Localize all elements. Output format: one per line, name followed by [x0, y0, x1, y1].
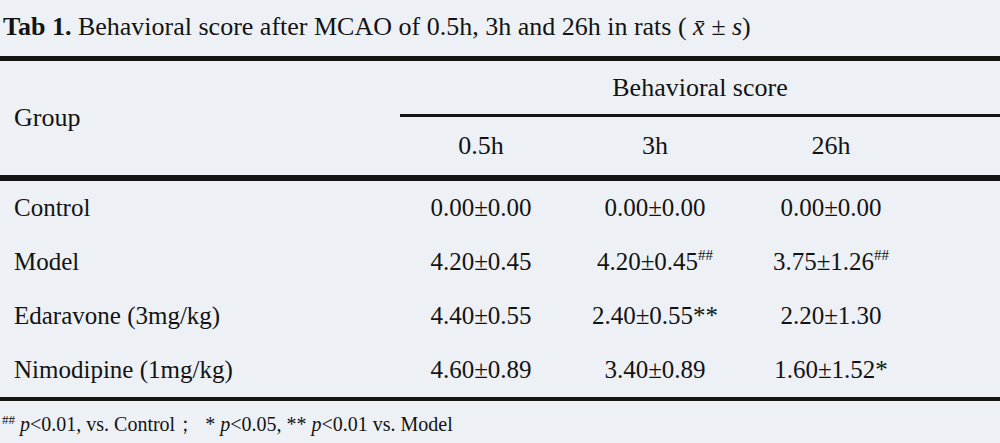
column-header-26h: 26h [748, 116, 914, 179]
cell-value: 2.20±1.30 [748, 289, 914, 343]
value-text: 3.75±1.26 [773, 248, 874, 275]
table-caption: Tab 1. Behavioral score after MCAO of 0.… [0, 0, 1000, 61]
column-header-0.5h: 0.5h [400, 116, 562, 179]
value-text: 3.40±0.89 [604, 356, 705, 383]
cell-value: 1.60±1.52* [748, 343, 914, 399]
footnote-segment: <0.01, vs. Control； * [30, 413, 220, 435]
table-row-control: Control 0.00±0.00 0.00±0.00 0.00±0.00 [0, 178, 1000, 235]
caption-close-paren: ) [742, 12, 751, 41]
value-text: 4.20±0.45 [597, 248, 698, 275]
significance-mark: ## [874, 247, 889, 263]
header-row-spanner: Group Behavioral score [0, 61, 1000, 116]
p-symbol: p [20, 413, 30, 435]
p-symbol: p [220, 413, 230, 435]
value-text: 2.20±1.30 [780, 302, 881, 329]
cell-value: 0.00±0.00 [400, 178, 562, 235]
column-spanner-behavioral-score: Behavioral score [400, 61, 1000, 116]
cell-value: 4.20±0.45 [400, 235, 562, 289]
cell-value: 4.40±0.55 [400, 289, 562, 343]
spacer-cell [914, 116, 1000, 179]
value-text: 0.00±0.00 [604, 194, 705, 221]
value-text: 0.00±0.00 [780, 194, 881, 221]
cell-value: 4.60±0.89 [400, 343, 562, 399]
table-row-nimodipine: Nimodipine (1mg/kg) 4.60±0.89 3.40±0.89 … [0, 343, 1000, 399]
significance-mark: ## [698, 247, 713, 263]
table-row-edaravone: Edaravone (3mg/kg) 4.40±0.55 2.40±0.55**… [0, 289, 1000, 343]
value-text: 4.20±0.45 [430, 248, 531, 275]
value-text: 1.60±1.52* [774, 356, 888, 383]
footnote-segment: <0.05, ** [230, 413, 311, 435]
caption-math-xbar-s: x̄ ± s [693, 12, 742, 41]
cell-value: 2.40±0.55** [562, 289, 748, 343]
data-table: Group Behavioral score 0.5h 3h 26h Contr… [0, 61, 1000, 401]
spacer-cell [914, 178, 1000, 235]
table-footnote: ##p<0.01, vs. Control； * p<0.05, ** p<0.… [0, 401, 1000, 438]
footnote-segment: <0.01 vs. Model [321, 413, 452, 435]
column-header-3h: 3h [562, 116, 748, 179]
table-row-model: Model 4.20±0.45 4.20±0.45## 3.75±1.26## [0, 235, 1000, 289]
row-label: Control [0, 178, 400, 235]
caption-label: Tab 1. [3, 12, 71, 41]
cell-value: 3.40±0.89 [562, 343, 748, 399]
caption-text: Behavioral score after MCAO of 0.5h, 3h … [71, 12, 693, 41]
cell-value: 4.20±0.45## [562, 235, 748, 289]
value-text: 4.60±0.89 [430, 356, 531, 383]
value-text: 4.40±0.55 [430, 302, 531, 329]
cell-value: 3.75±1.26## [748, 235, 914, 289]
spacer-cell [914, 343, 1000, 399]
spacer-cell [914, 289, 1000, 343]
row-label: Nimodipine (1mg/kg) [0, 343, 400, 399]
cell-value: 0.00±0.00 [562, 178, 748, 235]
column-header-group: Group [0, 61, 400, 178]
value-text: 2.40±0.55** [592, 302, 718, 329]
value-text: 0.00±0.00 [430, 194, 531, 221]
row-label: Edaravone (3mg/kg) [0, 289, 400, 343]
cell-value: 0.00±0.00 [748, 178, 914, 235]
p-symbol: p [311, 413, 321, 435]
hash-significance-mark: ## [2, 412, 15, 427]
row-label: Model [0, 235, 400, 289]
spacer-cell [914, 235, 1000, 289]
